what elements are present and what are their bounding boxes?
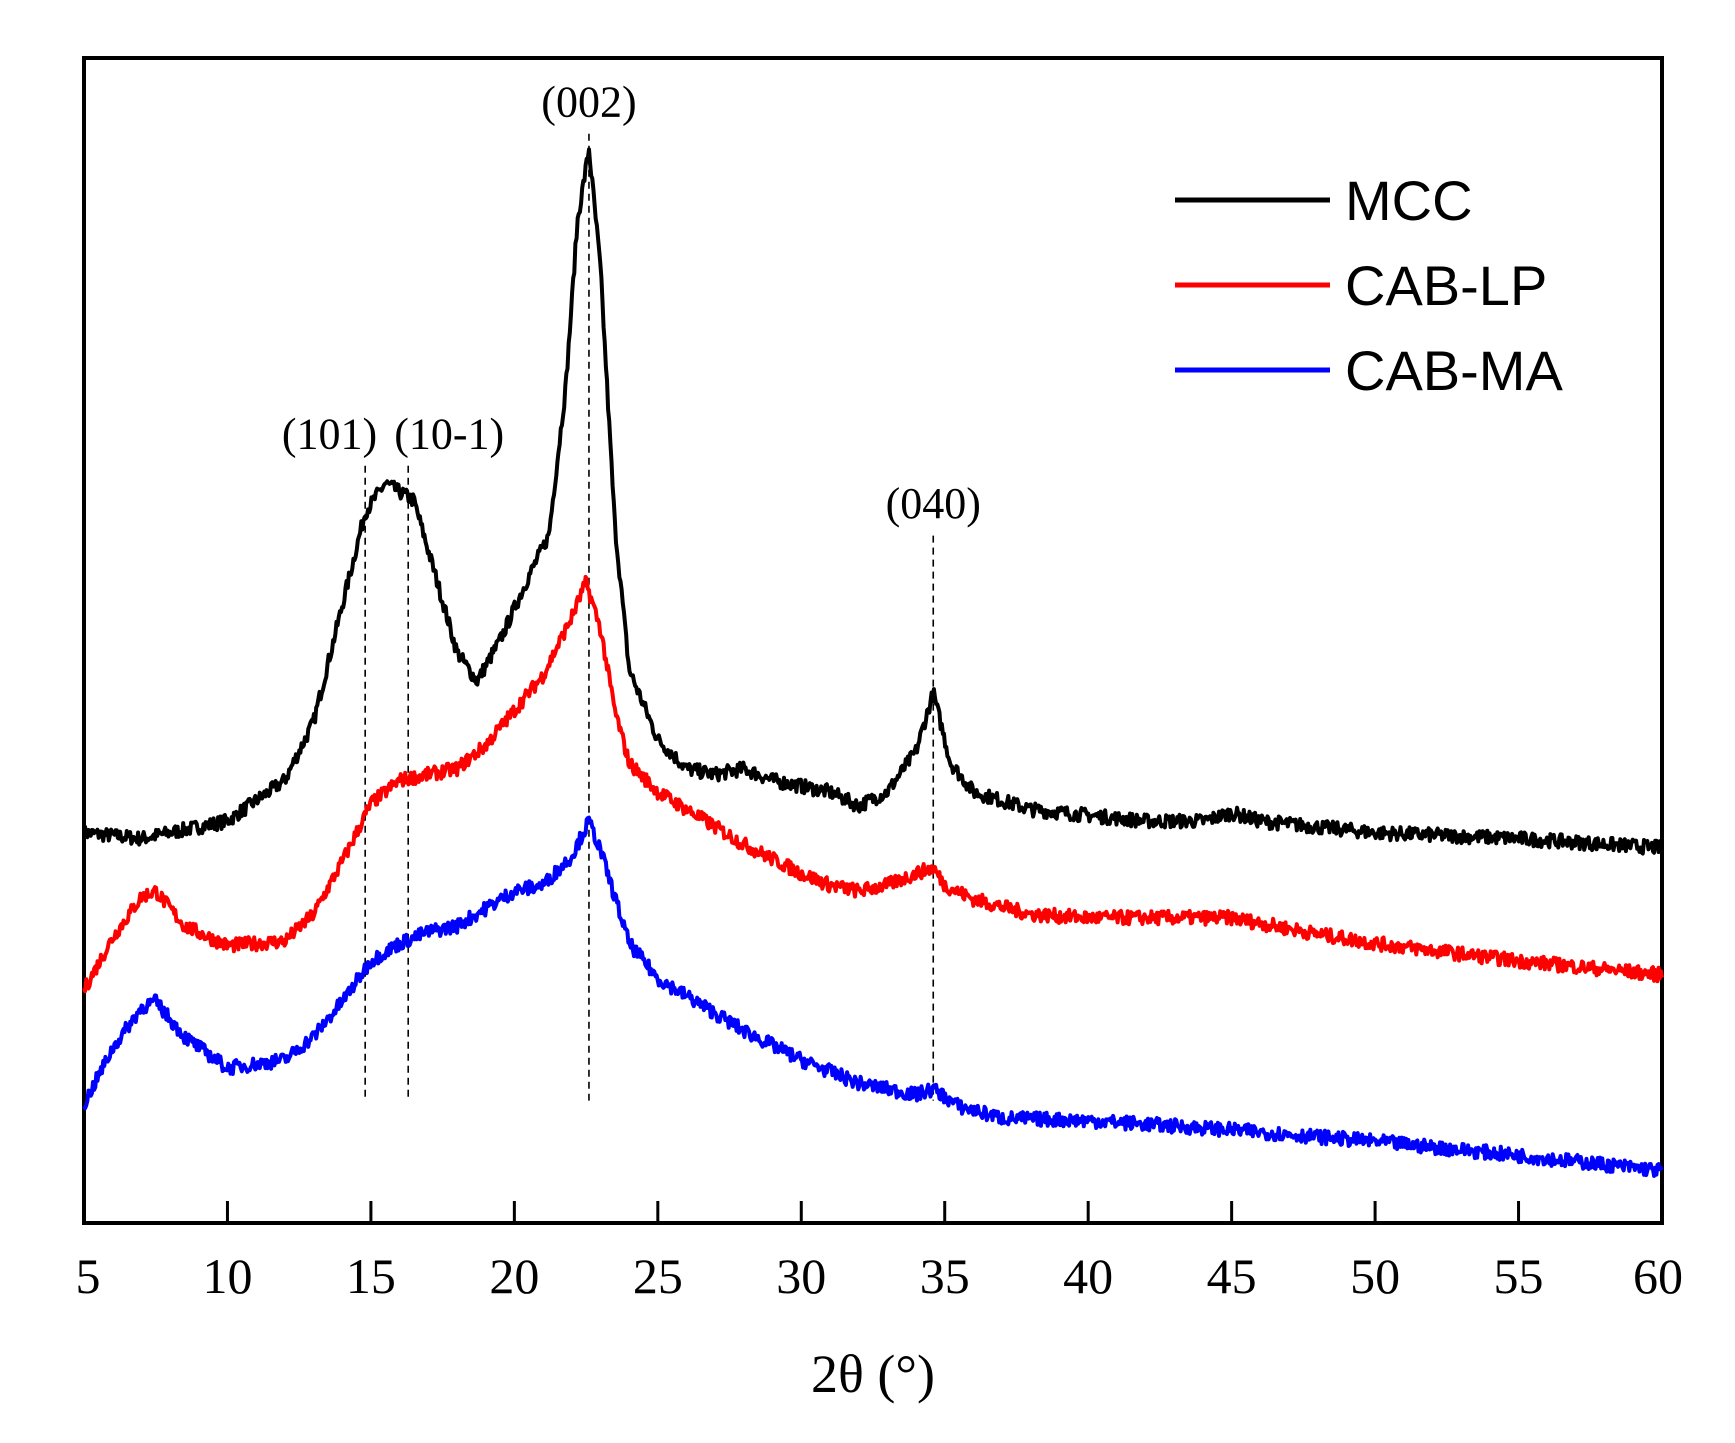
- x-tick-label-20: 20: [489, 1248, 539, 1304]
- x-tick-label-30: 30: [776, 1248, 826, 1304]
- x-axis-ticks: [82, 1201, 1664, 1223]
- legend-label-2: CAB-LP: [1345, 254, 1547, 317]
- series-lines: [82, 147, 1664, 1178]
- plot-frame: [82, 56, 1664, 1225]
- x-axis-title: 2θ (°): [811, 1344, 935, 1404]
- peak-label-3: (002): [541, 77, 636, 126]
- x-tick-label-50: 50: [1350, 1248, 1400, 1304]
- x-tick-label-25: 25: [633, 1248, 683, 1304]
- x-axis-tick-labels: 5 10 15 20 25 30 35 40 45 50 55 60: [76, 1248, 1684, 1304]
- peak-labels: (101) (10-1) (002) (040): [282, 77, 981, 528]
- legend-label-3: CAB-MA: [1345, 339, 1563, 402]
- x-tick-label-40: 40: [1063, 1248, 1113, 1304]
- x-tick-label-10: 10: [202, 1248, 252, 1304]
- series-line-1: [82, 147, 1663, 856]
- peak-label-2: (10-1): [394, 409, 504, 458]
- peak-label-4: (040): [886, 479, 981, 528]
- x-tick-label-45: 45: [1207, 1248, 1257, 1304]
- legend-label-1: MCC: [1345, 169, 1473, 232]
- legend: MCC CAB-LP CAB-MA: [1175, 169, 1563, 402]
- x-tick-label-60: 60: [1633, 1248, 1683, 1304]
- peak-label-1: (101): [282, 409, 377, 458]
- x-tick-label-35: 35: [920, 1248, 970, 1304]
- series-line-2: [82, 574, 1664, 994]
- series-line-3: [82, 815, 1664, 1178]
- x-tick-label-55: 55: [1494, 1248, 1544, 1304]
- x-tick-label-15: 15: [346, 1248, 396, 1304]
- x-tick-label-5: 5: [76, 1248, 101, 1304]
